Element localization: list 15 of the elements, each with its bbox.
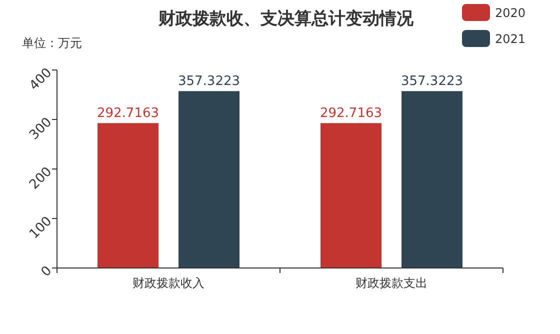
data-label: 357.3223 xyxy=(400,74,464,90)
y-tick-label: 100 xyxy=(26,214,56,242)
legend-label: 2020 xyxy=(495,6,526,20)
y-tick-label: 0 xyxy=(38,263,56,280)
y-tick-label: 200 xyxy=(26,164,56,193)
y-axis-title: 单位：万元 xyxy=(22,36,82,50)
x-tick-label: 财政拨款支出 xyxy=(356,276,428,290)
data-label: 292.7163 xyxy=(96,106,160,122)
data-label: 357.3223 xyxy=(178,74,240,90)
x-tick-label: 财政拨款收入 xyxy=(132,276,204,290)
y-tick-label: 300 xyxy=(26,114,56,144)
legend-label: 2021 xyxy=(495,32,526,46)
data-label: 292.7163 xyxy=(320,106,382,122)
chart-title: 财政拨款收、支决算总计变动情况 xyxy=(158,9,414,29)
y-tick-label: 400 xyxy=(26,65,56,94)
